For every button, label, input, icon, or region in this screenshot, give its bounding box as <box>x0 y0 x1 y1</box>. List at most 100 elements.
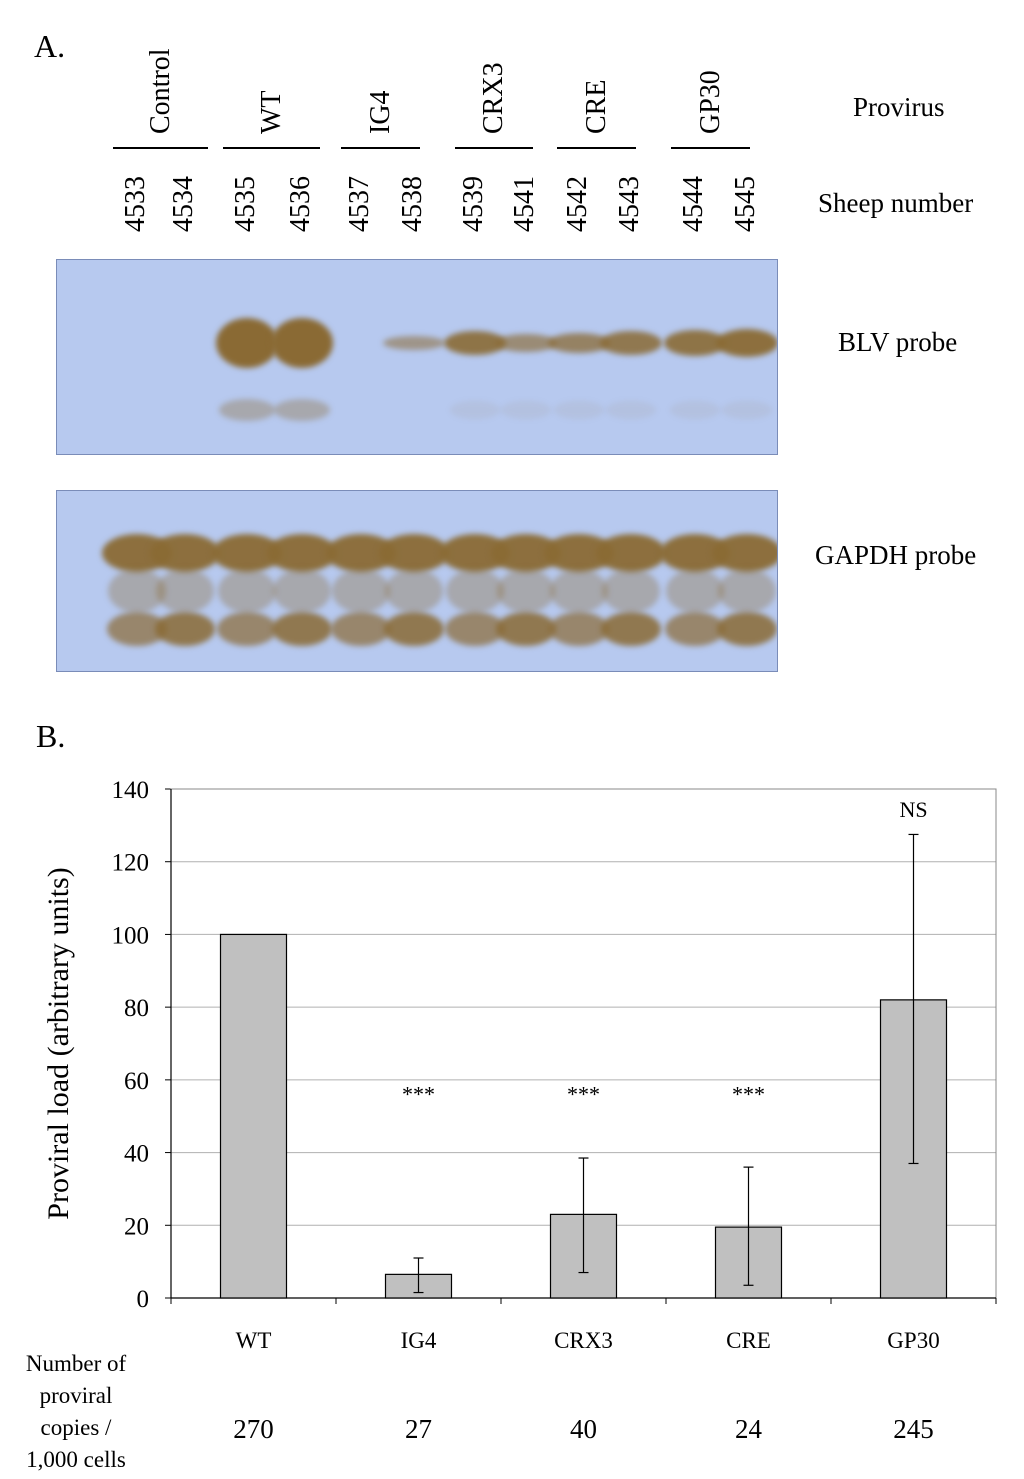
blot-band <box>554 401 604 419</box>
blot-band <box>600 331 662 355</box>
sheep-number-label: 4543 <box>614 176 645 232</box>
gapdh-blot-image <box>56 490 778 672</box>
blot-band <box>501 401 551 419</box>
blot-band <box>156 569 214 613</box>
sheep-number-label: 4542 <box>562 176 593 232</box>
blot-band <box>217 612 277 646</box>
blot-band <box>445 612 505 646</box>
sheep-number-label: 4541 <box>509 176 540 232</box>
bar-chart: 0 20 40 60 80 100 120 140 Proviral load (arbitra… <box>42 777 997 1353</box>
provirus-group-line <box>341 147 420 149</box>
copies-value: 40 <box>570 1414 597 1444</box>
blot-band <box>716 329 777 357</box>
blot-band <box>596 534 666 572</box>
blot-band <box>219 399 275 421</box>
blot-band <box>272 612 332 646</box>
x-category-label: IG4 <box>401 1328 437 1353</box>
y-tick-label: 40 <box>124 1141 149 1168</box>
bar <box>219 933 288 1299</box>
provirus-group-line <box>671 147 750 149</box>
blot-band <box>606 401 656 419</box>
sheep-number-label: 4536 <box>285 176 316 232</box>
provirus-group-label: Control <box>144 48 176 134</box>
y-tick-label: 100 <box>112 922 150 949</box>
y-tick-label: 120 <box>112 850 150 877</box>
sheep-number-label: 4545 <box>730 176 761 232</box>
blot-band <box>108 569 166 613</box>
y-tick-label: 80 <box>124 995 149 1022</box>
blot-band <box>664 330 726 356</box>
blot-band <box>218 569 276 613</box>
blot-band <box>267 534 337 572</box>
sheep-number-label: 4534 <box>168 176 199 232</box>
x-category-label: GP30 <box>887 1328 939 1353</box>
blot-band <box>383 336 445 350</box>
sheep-number-label: 4538 <box>397 176 428 232</box>
blot-band <box>155 612 215 646</box>
blot-band <box>271 318 333 368</box>
blot-band <box>216 318 278 368</box>
blot-band <box>495 334 557 352</box>
provirus-group-line <box>113 147 208 149</box>
y-axis-label: Proviral load (arbitrary units) <box>42 867 75 1219</box>
provirus-group-label: WT <box>255 90 287 134</box>
provirus-group-label: CRX3 <box>478 62 509 134</box>
provirus-group-line <box>455 147 533 149</box>
panel-a-label: A. <box>34 28 66 64</box>
significance-label: *** <box>402 1082 435 1107</box>
sheep-number-label: 4544 <box>678 176 709 232</box>
blot-band <box>274 399 330 421</box>
blot-band <box>670 401 720 419</box>
provirus-group-line <box>223 147 320 149</box>
blot-band <box>712 534 777 572</box>
copies-label-line: Number of <box>25 1351 127 1376</box>
y-tick-label: 60 <box>124 1068 149 1095</box>
x-category-label: CRE <box>726 1328 771 1353</box>
blot-band <box>550 569 608 613</box>
blot-band <box>273 569 331 613</box>
copies-label-line: 1,000 cells <box>26 1447 126 1472</box>
copies-row-label: Number of proviral copies / 1,000 cells <box>6 1348 146 1476</box>
copies-label-line: proviral <box>39 1383 113 1408</box>
blot-band <box>331 612 391 646</box>
significance-label: *** <box>567 1082 600 1107</box>
significance-label: NS <box>899 797 927 822</box>
blot-band <box>717 612 777 646</box>
provirus-header: Provirus <box>853 92 945 122</box>
blot-band <box>665 612 725 646</box>
sheep-number-label: 4533 <box>120 176 151 232</box>
blot-band <box>602 569 660 613</box>
blot-band <box>548 333 610 353</box>
blot-band <box>666 569 724 613</box>
blv-probe-label: BLV probe <box>838 327 958 357</box>
blot-band <box>497 569 555 613</box>
blot-band <box>446 569 504 613</box>
gapdh-probe-label: GAPDH probe <box>815 540 977 570</box>
blot-band <box>718 569 776 613</box>
copies-label-line: copies / <box>40 1415 112 1440</box>
blot-band <box>379 534 449 572</box>
panel-b-label: B. <box>36 718 66 754</box>
provirus-group-label: IG4 <box>364 90 396 134</box>
provirus-group-line <box>557 147 636 149</box>
sheep-number-label: 4537 <box>344 176 375 232</box>
y-tick-label: 140 <box>112 777 150 804</box>
provirus-group-label: GP30 <box>694 70 726 134</box>
blot-band <box>496 612 556 646</box>
y-tick-label: 0 <box>137 1286 150 1313</box>
blv-blot-image <box>56 259 778 455</box>
blot-band <box>332 569 390 613</box>
sheep-number-header: Sheep number <box>818 188 974 218</box>
blot-band <box>385 569 443 613</box>
provirus-group-label: CRE <box>580 79 612 134</box>
copies-value: 24 <box>735 1414 762 1444</box>
blot-band <box>549 612 609 646</box>
blot-band <box>601 612 661 646</box>
copies-value: 27 <box>405 1414 432 1444</box>
copies-value: 270 <box>233 1414 274 1444</box>
sheep-number-label: 4539 <box>458 176 489 232</box>
blot-band <box>384 612 444 646</box>
y-tick-label: 20 <box>124 1213 149 1240</box>
copies-value: 245 <box>893 1414 934 1444</box>
